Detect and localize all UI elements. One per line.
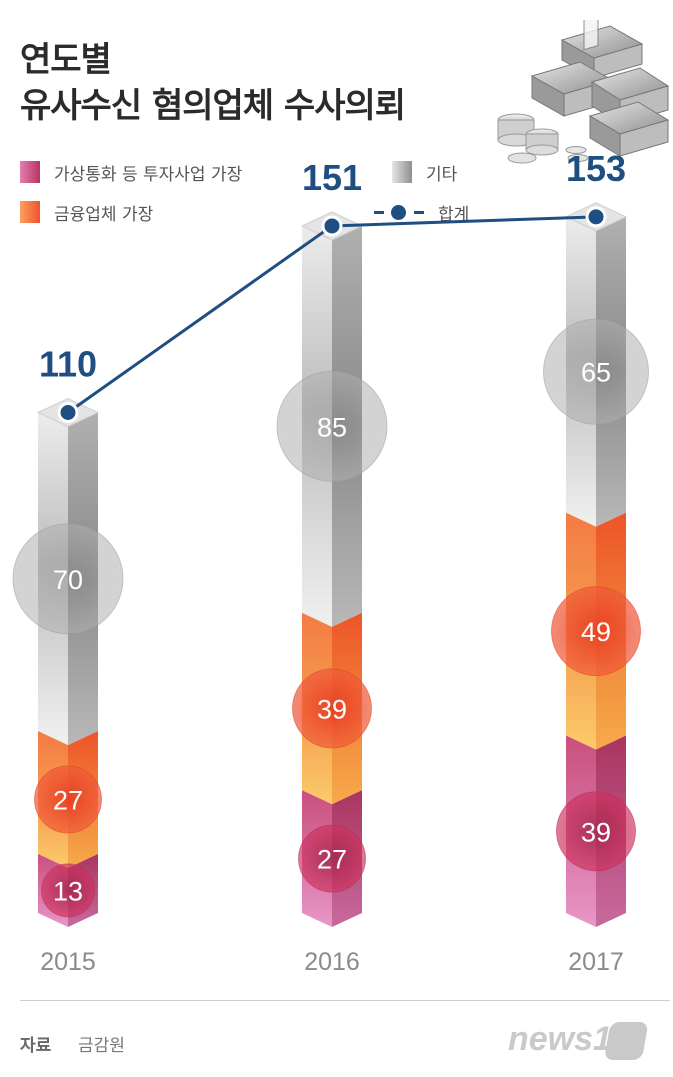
chart-plot-area: 13 27 70 2015 27 39 85 2016 39 49 65 2017 110 151 153: [12, 148, 649, 976]
value-label-crypto-2015: 13: [53, 876, 83, 906]
legend-swatch-other: [392, 161, 412, 183]
bubble-other-2017: [543, 318, 649, 425]
legend-item-total: 합계: [374, 200, 470, 225]
legend-label-total: 합계: [438, 204, 470, 225]
value-label-other-2017: 65: [581, 358, 611, 388]
bubble-finance-2016: [292, 668, 372, 749]
brand-logo: news1: [508, 1020, 648, 1060]
total-point-2016: [321, 215, 343, 237]
chart-subtitle: 유사수신 혐의업체 수사의뢰: [20, 86, 406, 126]
legend-label-crypto: 가상통화 등 투자사업 가장: [54, 164, 243, 185]
x-tick-label-2017: 2017: [568, 948, 624, 976]
bubble-crypto-2016: [298, 824, 366, 893]
value-label-other-2015: 70: [53, 565, 83, 595]
source-value: 금감원: [78, 1036, 125, 1056]
total-point-2015: [57, 402, 79, 423]
bubble-finance-2015: [34, 765, 102, 834]
legend-item-crypto: 가상통화 등 투자사업 가장: [20, 160, 243, 185]
value-label-other-2016: 85: [317, 412, 347, 442]
legend-label-other: 기타: [426, 164, 458, 185]
legend-item-finance: 금융업체 가장: [20, 200, 154, 225]
svg-text:news1: news1: [508, 1020, 612, 1058]
bubble-other-2016: [276, 370, 388, 482]
legend-swatch-finance: [20, 201, 40, 223]
value-label-crypto-2016: 27: [317, 845, 347, 875]
bubble-finance-2017: [551, 586, 641, 677]
x-tick-label-2016: 2016: [304, 948, 360, 976]
chart-title: 연도별: [20, 40, 112, 80]
value-label-crypto-2017: 39: [581, 817, 611, 847]
total-label-2016: 151: [302, 157, 362, 198]
value-label-finance-2017: 49: [581, 617, 611, 647]
footer-divider: [20, 1000, 670, 1001]
legend-swatch-total: [374, 201, 428, 223]
bubble-other-2015: [12, 523, 124, 635]
legend-item-other: 기타: [392, 160, 458, 185]
total-label-2017: 153: [566, 148, 626, 189]
legend-label-finance: 금융업체 가장: [54, 204, 154, 225]
bubble-crypto-2015: [41, 863, 95, 918]
value-label-finance-2015: 27: [53, 785, 83, 815]
total-label-2015: 110: [39, 344, 97, 385]
source-label: 자료: [20, 1036, 52, 1056]
value-label-finance-2016: 39: [317, 694, 347, 724]
total-point-2017: [585, 206, 607, 228]
bubble-crypto-2017: [556, 791, 636, 872]
x-tick-label-2015: 2015: [40, 948, 96, 976]
money-stack-icon: [497, 20, 670, 164]
legend-swatch-crypto: [20, 161, 40, 183]
